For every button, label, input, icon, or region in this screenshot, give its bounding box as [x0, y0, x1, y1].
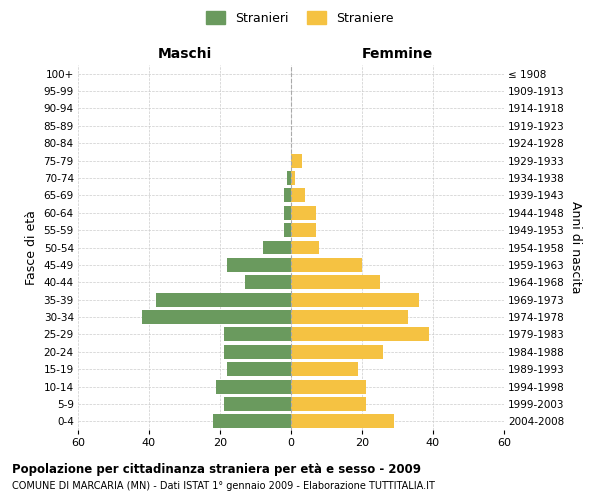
- Bar: [291, 276, 380, 289]
- Bar: [287, 171, 291, 185]
- Bar: [224, 345, 291, 358]
- Bar: [224, 328, 291, 342]
- Text: Maschi: Maschi: [157, 48, 212, 62]
- Bar: [263, 240, 291, 254]
- Bar: [291, 171, 295, 185]
- Text: COMUNE DI MARCARIA (MN) - Dati ISTAT 1° gennaio 2009 - Elaborazione TUTTITALIA.I: COMUNE DI MARCARIA (MN) - Dati ISTAT 1° …: [12, 481, 435, 491]
- Text: Popolazione per cittadinanza straniera per età e sesso - 2009: Popolazione per cittadinanza straniera p…: [12, 462, 421, 475]
- Bar: [291, 328, 430, 342]
- Text: Femmine: Femmine: [362, 48, 433, 62]
- Bar: [217, 380, 291, 394]
- Y-axis label: Fasce di età: Fasce di età: [25, 210, 38, 285]
- Bar: [284, 206, 291, 220]
- Bar: [227, 362, 291, 376]
- Y-axis label: Anni di nascita: Anni di nascita: [569, 201, 581, 294]
- Bar: [291, 206, 316, 220]
- Bar: [142, 310, 291, 324]
- Bar: [291, 380, 365, 394]
- Bar: [291, 362, 358, 376]
- Bar: [245, 276, 291, 289]
- Bar: [213, 414, 291, 428]
- Bar: [291, 345, 383, 358]
- Bar: [224, 397, 291, 411]
- Bar: [291, 292, 419, 306]
- Bar: [291, 397, 365, 411]
- Legend: Stranieri, Straniere: Stranieri, Straniere: [202, 6, 398, 30]
- Bar: [291, 240, 319, 254]
- Bar: [284, 188, 291, 202]
- Bar: [291, 223, 316, 237]
- Bar: [284, 223, 291, 237]
- Bar: [291, 310, 408, 324]
- Bar: [291, 258, 362, 272]
- Bar: [291, 188, 305, 202]
- Bar: [291, 154, 302, 168]
- Bar: [227, 258, 291, 272]
- Bar: [291, 414, 394, 428]
- Bar: [156, 292, 291, 306]
